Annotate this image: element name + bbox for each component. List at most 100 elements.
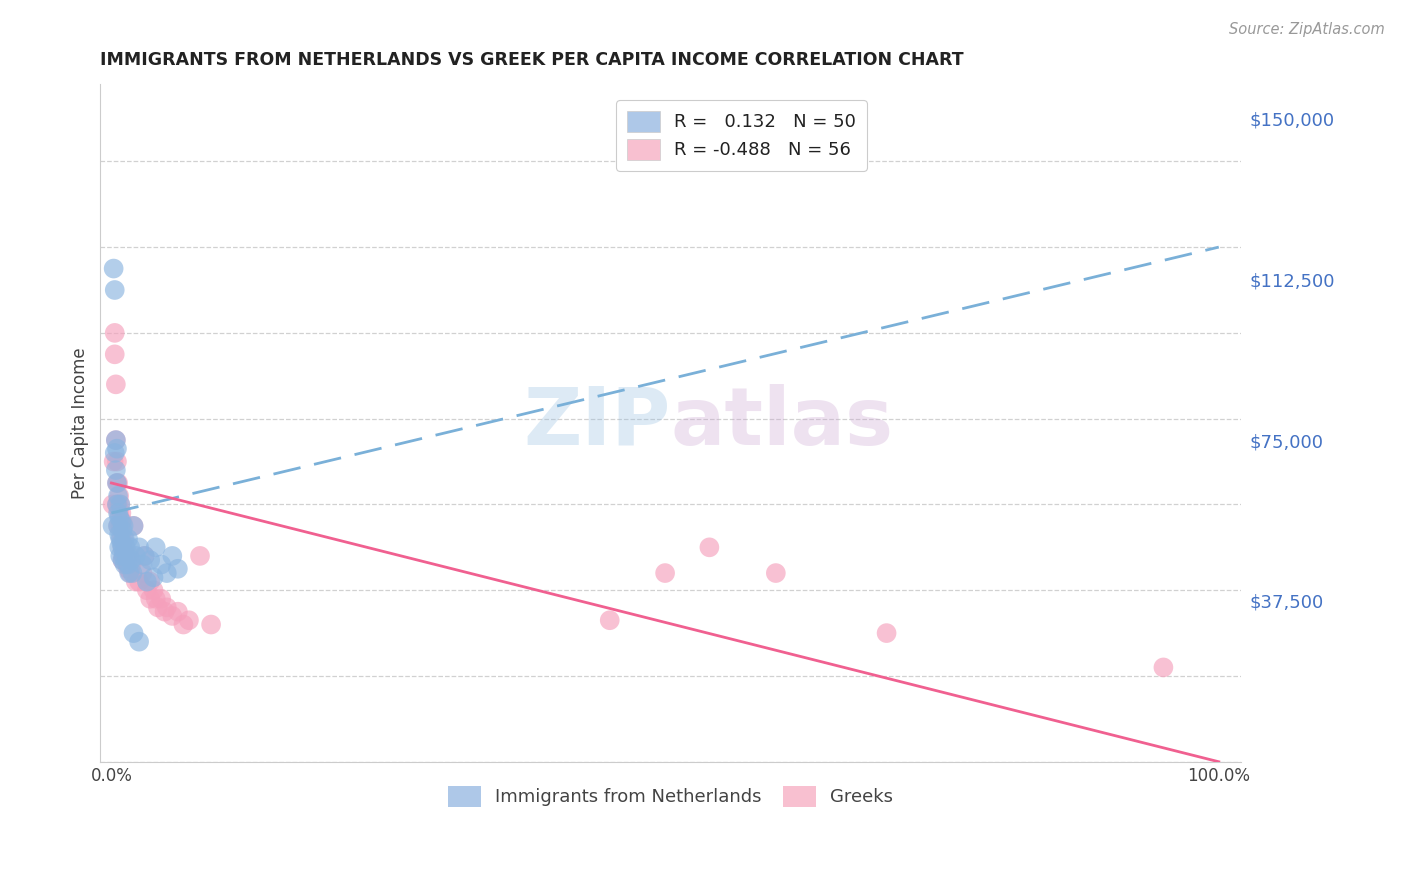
Point (105, 498, 128, 512)
Text: Source: ZipAtlas.com: Source: ZipAtlas.com (1229, 22, 1385, 37)
Point (104, 283, 127, 297)
Point (115, 558, 138, 572)
Point (111, 541, 134, 555)
Point (104, 446, 127, 460)
Point (118, 549, 141, 563)
Point (111, 515, 134, 529)
Point (112, 549, 135, 563)
Point (765, 566, 787, 580)
Point (110, 532, 132, 546)
Point (131, 558, 153, 572)
Point (172, 617, 194, 632)
Point (200, 617, 222, 632)
Point (139, 574, 162, 589)
Point (654, 566, 676, 580)
Point (162, 609, 184, 624)
Point (110, 536, 132, 550)
Point (135, 574, 157, 589)
Point (108, 489, 131, 503)
Point (110, 549, 132, 563)
Point (122, 626, 145, 640)
Point (107, 475, 129, 490)
Point (153, 605, 176, 619)
Point (111, 553, 134, 567)
Point (115, 549, 138, 563)
Point (108, 510, 131, 524)
Point (104, 433, 127, 447)
Point (107, 519, 129, 533)
Point (131, 566, 153, 580)
Point (117, 562, 139, 576)
Point (125, 549, 148, 563)
Point (101, 519, 124, 533)
Point (104, 377, 127, 392)
Point (139, 553, 162, 567)
Point (177, 613, 200, 627)
Point (107, 489, 129, 503)
Text: IMMIGRANTS FROM NETHERLANDS VS GREEK PER CAPITA INCOME CORRELATION CHART: IMMIGRANTS FROM NETHERLANDS VS GREEK PER… (100, 51, 965, 69)
Point (162, 549, 184, 563)
Point (104, 326, 127, 340)
Point (150, 558, 173, 572)
Point (128, 634, 150, 648)
Point (134, 549, 156, 563)
Point (105, 498, 128, 512)
Point (112, 519, 135, 533)
Point (107, 498, 129, 512)
Point (167, 605, 190, 619)
Point (114, 541, 136, 555)
Point (146, 600, 169, 615)
Point (156, 566, 179, 580)
Legend: Immigrants from Netherlands, Greeks: Immigrants from Netherlands, Greeks (441, 779, 900, 814)
Point (105, 454, 128, 468)
Point (156, 600, 179, 615)
Point (104, 347, 127, 361)
Point (117, 558, 139, 572)
Point (107, 519, 129, 533)
Point (120, 553, 142, 567)
Text: ZIP: ZIP (523, 384, 671, 462)
Point (128, 574, 150, 589)
Point (111, 541, 134, 555)
Point (112, 549, 135, 563)
Point (111, 553, 134, 567)
Point (118, 566, 141, 580)
Point (120, 541, 142, 555)
Point (125, 574, 148, 589)
Point (120, 566, 142, 580)
Point (114, 532, 136, 546)
Point (110, 532, 132, 546)
Point (107, 506, 129, 520)
Point (142, 570, 165, 584)
Point (122, 519, 145, 533)
Point (145, 541, 167, 555)
Text: atlas: atlas (671, 384, 894, 462)
Point (108, 541, 131, 555)
Point (139, 591, 162, 606)
Point (110, 515, 132, 529)
Point (114, 549, 136, 563)
Point (122, 519, 145, 533)
Point (876, 626, 898, 640)
Point (114, 558, 136, 572)
Point (120, 558, 142, 572)
Point (112, 532, 135, 546)
Point (150, 591, 173, 606)
Point (134, 549, 156, 563)
Point (110, 506, 132, 520)
Point (104, 463, 127, 477)
Point (699, 541, 721, 555)
Point (128, 541, 150, 555)
Point (105, 475, 128, 490)
Point (110, 498, 132, 512)
Point (104, 433, 127, 447)
Point (108, 506, 131, 520)
Point (105, 475, 128, 490)
Point (110, 498, 132, 512)
Y-axis label: Per Capita Income: Per Capita Income (72, 347, 89, 499)
Point (121, 566, 143, 580)
Point (110, 519, 132, 533)
Point (103, 261, 125, 276)
Point (135, 583, 157, 598)
Point (114, 541, 136, 555)
